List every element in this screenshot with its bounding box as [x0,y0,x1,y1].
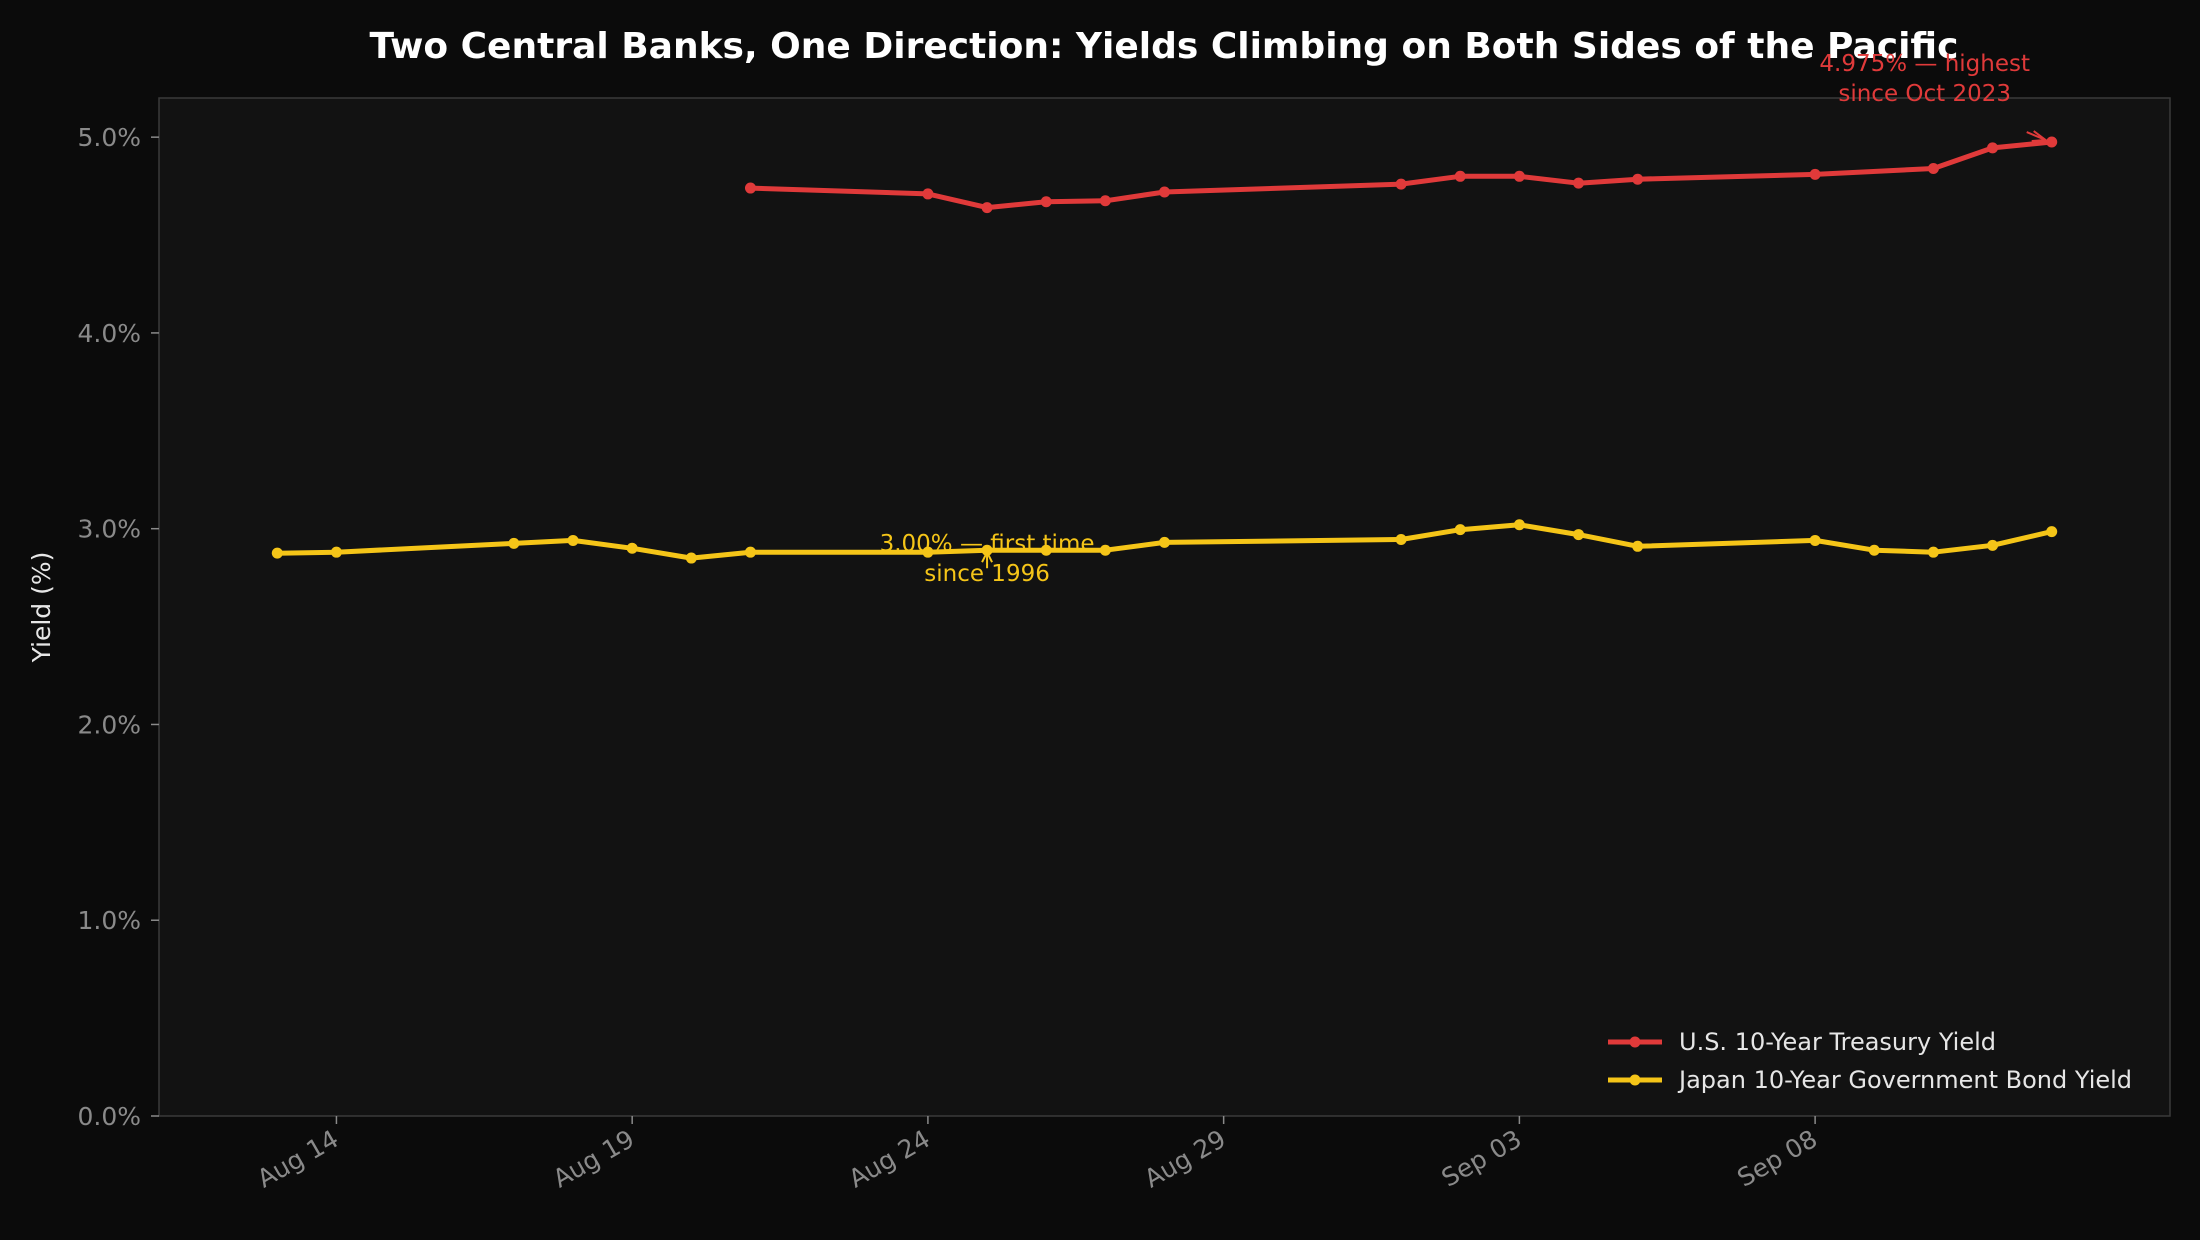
chart-title: Two Central Banks, One Direction: Yields… [370,26,1959,67]
series-layer [271,136,2058,564]
legend-label: Japan 10-Year Government Bond Yield [1677,1066,2132,1094]
data-point [1927,546,1939,558]
legend-marker [1629,1074,1641,1086]
data-point [1395,533,1407,545]
annotation-text-line: since 1996 [924,561,1050,587]
data-point [2046,136,2058,148]
data-point [508,537,520,549]
data-point [1987,539,1999,551]
data-point [626,542,638,554]
annotation-arrowhead [981,549,993,563]
y-tick-label: 2.0% [77,710,141,739]
plot-area [158,97,2171,1117]
data-point [567,534,579,546]
data-point [1573,529,1585,541]
data-point [1809,168,1821,180]
data-point [271,547,283,559]
data-point [1099,544,1111,556]
data-point [1927,162,1939,174]
annotation-text-line: 3.00% — first time [880,531,1095,557]
annotation-text-line: since Oct 2023 [1838,81,2011,107]
data-point [1395,178,1407,190]
data-point [981,202,993,214]
data-point [744,546,756,558]
data-point [1868,544,1880,556]
data-point [1632,540,1644,552]
data-point [1513,519,1525,531]
data-point [1632,173,1644,185]
data-point [2046,526,2058,538]
data-point [922,546,934,558]
data-point [330,546,342,558]
data-point [744,182,756,194]
y-tick-label: 4.0% [77,319,141,348]
data-point [922,188,934,200]
data-point [1159,536,1170,548]
y-axis-ticks: 0.0% 1.0% 2.0% 3.0% 4.0% 5.0% [77,123,159,1131]
data-point [1513,170,1525,182]
y-tick-label: 5.0% [77,123,141,152]
legend: U.S. 10-Year Treasury Yield Japan 10-Year… [1608,1028,2132,1094]
y-tick-label: 0.0% [77,1102,141,1131]
y-tick-label: 3.0% [77,515,141,544]
series-line-1 [274,522,2055,561]
annotation-jgb-3pct: 3.00% — first time since 1996 [880,531,1095,587]
annotation-arrowhead [2031,130,2049,143]
data-point [1040,544,1052,556]
data-point [1159,186,1170,198]
data-point [1099,195,1111,207]
data-point [1809,534,1821,546]
data-point [1040,196,1052,208]
legend-label: U.S. 10-Year Treasury Yield [1679,1028,1996,1056]
data-point [1573,177,1585,189]
data-point [1454,170,1466,182]
annotations-layer: 4.975% — highest since Oct 2023 3.00% — fi… [880,51,2049,587]
annotation-text-line: 4.975% — highest [1819,51,2030,77]
legend-marker [1629,1036,1641,1048]
data-point [685,552,697,564]
y-tick-label: 1.0% [77,906,141,935]
annotation-us-high: 4.975% — highest since Oct 2023 [1819,51,2049,143]
y-axis-label: Yield (%) [27,552,56,664]
data-point [1987,142,1999,154]
data-point [1454,524,1466,536]
